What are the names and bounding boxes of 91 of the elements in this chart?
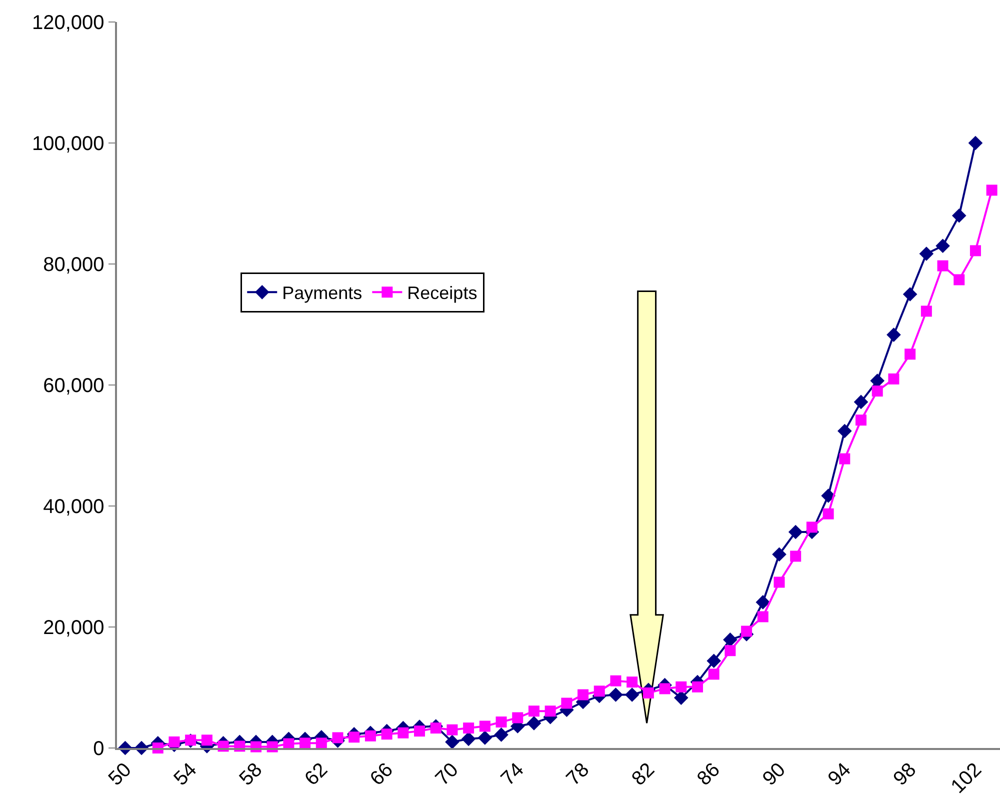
point <box>741 626 752 637</box>
point <box>594 686 605 697</box>
point <box>201 734 212 746</box>
point <box>692 681 703 692</box>
point <box>904 348 916 360</box>
point <box>774 576 785 588</box>
legend-label: Receipts <box>407 283 478 304</box>
point <box>479 720 490 732</box>
point <box>578 689 589 700</box>
point <box>920 306 932 317</box>
y-tick-label: 20,000 <box>43 617 104 639</box>
point <box>870 374 885 388</box>
x-tick-label: 78 <box>562 758 594 790</box>
point <box>676 681 687 692</box>
point <box>494 728 508 742</box>
x-tick-label: 70 <box>432 758 463 790</box>
point <box>838 424 852 438</box>
point <box>168 736 180 748</box>
legend-label: Payments <box>282 283 362 304</box>
x-tick-label: 98 <box>889 758 921 790</box>
point <box>822 508 834 520</box>
point <box>544 706 556 717</box>
y-tick-label: 0 <box>93 738 104 760</box>
point <box>478 730 492 745</box>
point <box>348 732 360 743</box>
point <box>610 675 622 686</box>
point <box>821 488 836 503</box>
point <box>463 722 474 734</box>
point <box>854 394 868 410</box>
point <box>806 522 818 533</box>
point <box>528 706 540 717</box>
point <box>756 595 770 610</box>
x-tick-label: 50 <box>104 758 136 790</box>
point <box>300 738 311 749</box>
point <box>624 688 640 702</box>
point <box>772 547 786 562</box>
point <box>936 238 950 253</box>
point <box>316 738 327 749</box>
point <box>952 208 966 223</box>
x-tick-label: 94 <box>824 758 856 790</box>
point <box>872 386 883 397</box>
point <box>430 722 442 734</box>
y-tick-label: 80,000 <box>43 254 104 276</box>
point <box>986 184 998 196</box>
x-tick-label: 102 <box>946 758 986 798</box>
point <box>496 716 507 728</box>
point <box>919 246 934 261</box>
point <box>902 287 918 302</box>
point <box>659 683 670 694</box>
y-tick-label: 120,000 <box>32 12 104 34</box>
point <box>886 328 901 342</box>
point <box>445 734 460 750</box>
point <box>937 260 948 272</box>
x-tick-label: 82 <box>628 758 660 790</box>
point <box>790 550 802 562</box>
x-tick-label: 54 <box>170 758 202 790</box>
point <box>954 274 965 286</box>
point <box>724 645 736 656</box>
point <box>398 727 409 738</box>
x-tick-label: 90 <box>758 758 790 790</box>
y-tick-label: 40,000 <box>43 496 104 518</box>
point <box>706 654 721 668</box>
point <box>332 732 344 744</box>
point <box>381 728 392 740</box>
point <box>839 453 850 464</box>
point <box>626 676 638 688</box>
point <box>888 373 900 384</box>
y-tick-label: 100,000 <box>32 133 104 155</box>
x-tick-label: 74 <box>496 758 528 790</box>
point <box>970 245 981 256</box>
point <box>364 730 376 742</box>
x-tick-label: 86 <box>693 758 724 790</box>
point <box>561 698 572 709</box>
point <box>856 414 867 426</box>
point <box>674 690 688 705</box>
point <box>757 611 768 622</box>
point <box>414 726 426 737</box>
point <box>723 632 738 647</box>
point <box>708 668 720 680</box>
point <box>446 724 458 736</box>
point <box>788 524 803 540</box>
point <box>608 688 623 702</box>
point <box>642 687 654 698</box>
point <box>968 136 983 150</box>
x-tick-label: 62 <box>300 758 332 790</box>
y-tick-label: 60,000 <box>43 375 104 397</box>
point <box>526 716 542 730</box>
x-tick-label: 58 <box>235 758 267 790</box>
point <box>461 732 476 746</box>
point <box>512 712 524 724</box>
x-tick-label: 66 <box>366 758 398 790</box>
